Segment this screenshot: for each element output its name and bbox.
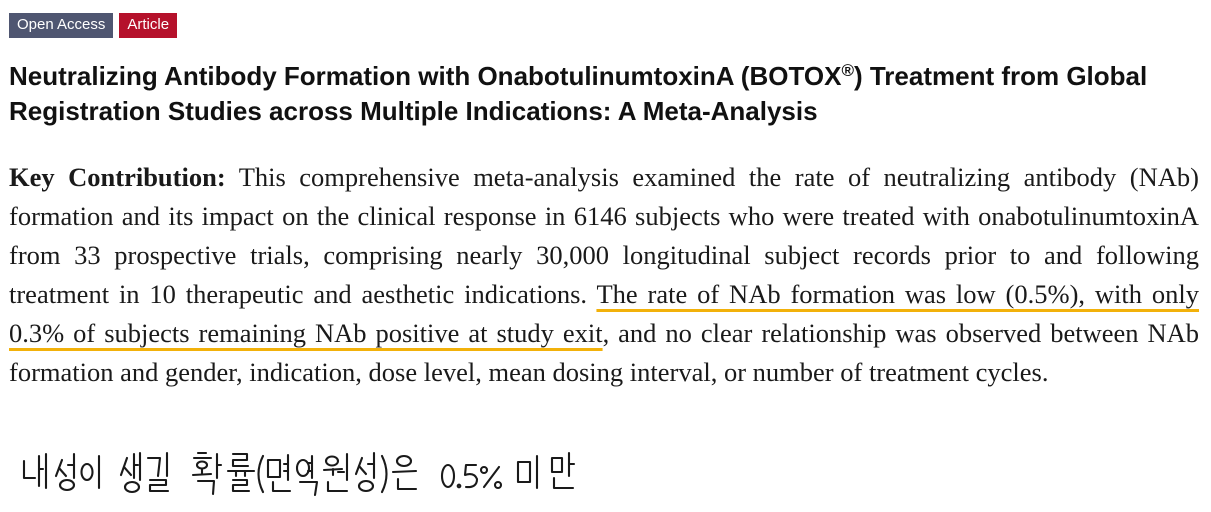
title-part-2: ) Treatment from Global Registration Stu… <box>9 61 1148 126</box>
key-contribution-text: This comprehensive meta-analysis examine… <box>9 162 1199 309</box>
open-access-badge[interactable]: Open Access <box>9 13 114 38</box>
registered-mark: ® <box>841 61 854 80</box>
key-contribution-text-end: , and no clear relationship was observed… <box>9 318 1199 387</box>
highlighted-finding: The rate of NAb formation was low (0.5%)… <box>9 279 1200 348</box>
article-type-badge[interactable]: Article <box>119 13 178 38</box>
badge-group: Open Access Article <box>9 13 178 38</box>
key-contribution-paragraph: Key Contribution: This comprehensive met… <box>9 158 1199 392</box>
key-contribution-label: Key Contribution: <box>9 162 226 192</box>
title-part-1: Neutralizing Antibody Formation with Ona… <box>9 61 842 91</box>
article-title: Neutralizing Antibody Formation with Ona… <box>9 59 1204 129</box>
handwritten-note <box>22 451 576 497</box>
